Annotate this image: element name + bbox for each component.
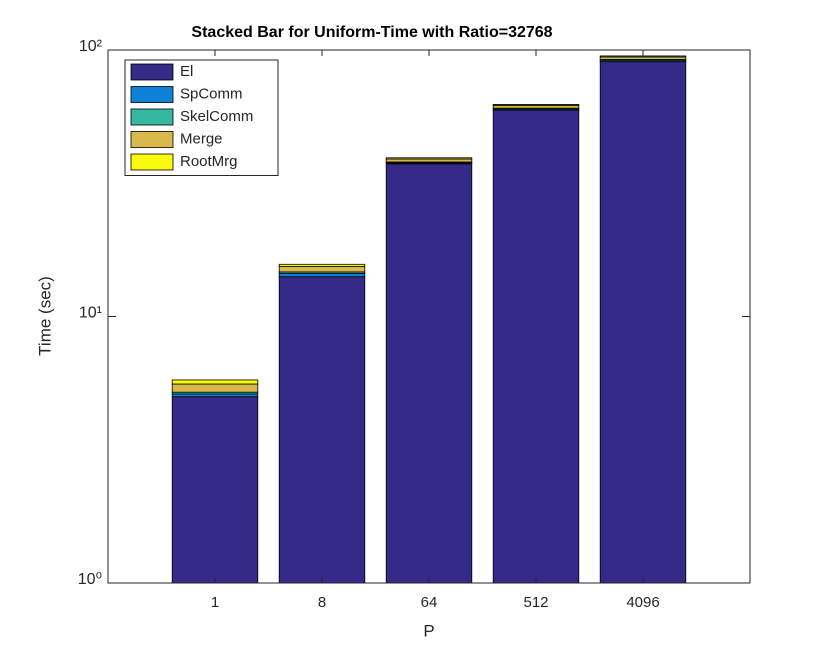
- bar-segment: [492, 109, 580, 584]
- y-tick-label: 10⁰: [78, 571, 102, 588]
- x-tick-label: 1: [211, 594, 219, 611]
- bar-segment: [385, 163, 473, 584]
- legend-swatch: [130, 131, 174, 148]
- bar-segment: [278, 266, 366, 273]
- bar-segment: [278, 263, 366, 267]
- bar-segment: [278, 276, 366, 584]
- legend-label: Merge: [180, 130, 223, 147]
- bar-segment: [599, 55, 687, 58]
- legend-label: RootMrg: [180, 153, 238, 170]
- bar-segment: [171, 396, 259, 584]
- bar-segment: [171, 379, 259, 385]
- bar-segment: [278, 273, 366, 278]
- chart-title: Stacked Bar for Uniform-Time with Ratio=…: [191, 24, 552, 41]
- x-tick-label: 512: [523, 594, 548, 611]
- bar-segment: [385, 157, 473, 160]
- x-tick-label: 64: [421, 594, 438, 611]
- bar-segment: [171, 383, 259, 393]
- y-tick-label: 10²: [79, 38, 103, 55]
- bar-segment: [385, 158, 473, 163]
- x-tick-label: 4096: [626, 594, 659, 611]
- y-axis-label: Time (sec): [35, 276, 54, 356]
- legend-label: SkelComm: [180, 108, 253, 125]
- bar-segment: [171, 393, 259, 398]
- legend-swatch: [130, 86, 174, 103]
- legend-swatch: [130, 63, 174, 81]
- bar-segment: [492, 104, 580, 109]
- y-tick-label: 10¹: [79, 305, 102, 322]
- x-axis-label: P: [423, 621, 434, 640]
- legend-swatch: [130, 108, 174, 126]
- legend-swatch: [130, 153, 174, 171]
- x-tick-label: 8: [318, 594, 326, 611]
- bar-segment: [599, 61, 687, 584]
- legend-label: El: [180, 63, 193, 80]
- legend-label: SpComm: [180, 85, 243, 102]
- bar-segment: [492, 103, 580, 106]
